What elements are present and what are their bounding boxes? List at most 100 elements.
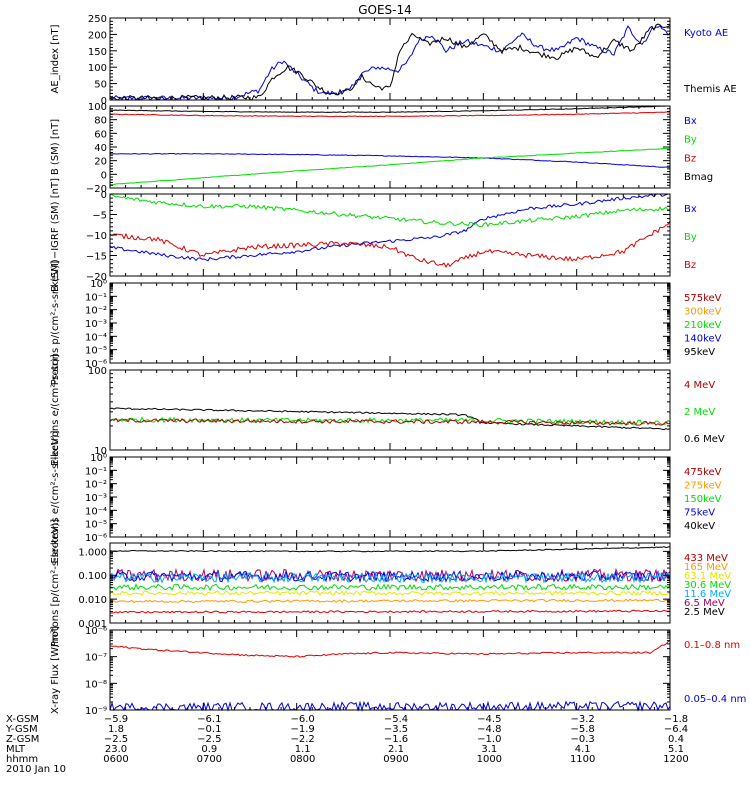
- footer-value: −5.9: [104, 714, 128, 725]
- legend-entry: 75keV: [684, 508, 715, 519]
- y-tick-label: 100: [88, 63, 107, 74]
- series-line: [109, 609, 670, 614]
- series-line: [109, 571, 671, 584]
- panel-xray: 10⁻⁹ 10⁻⁸ 10⁻⁷ 10⁻⁶ X-ray Flux [W/m²] 0.1–0.8…: [50, 626, 746, 717]
- panel-frame: [109, 193, 671, 277]
- series-line: [109, 111, 671, 118]
- legend-entry: 2.5 MeV: [684, 607, 725, 618]
- footer-row-label: MLT: [6, 744, 26, 755]
- footer-value: 1.1: [295, 744, 311, 755]
- footer-value: 4.1: [575, 744, 591, 755]
- footer-value: −1.6: [384, 734, 408, 745]
- footer-value: −1.8: [664, 714, 688, 725]
- legend-entry: 210keV: [684, 320, 722, 331]
- y-tick-label: 10⁻⁵: [85, 520, 107, 531]
- footer-value: 23.0: [105, 744, 127, 755]
- legend-entry: 63.1 MeV: [684, 571, 731, 582]
- footer-value: 0.4: [668, 734, 684, 745]
- y-tick-label: 10⁻⁴: [85, 506, 107, 517]
- y-tick-label: 10⁻⁵: [85, 346, 107, 357]
- footer-value: −4.8: [477, 724, 501, 735]
- series-line: [109, 147, 671, 186]
- series-line: [109, 25, 671, 101]
- y-tick-label: 250: [88, 14, 107, 25]
- y-tick-label: 0: [101, 190, 107, 201]
- y-tick-label: 10⁻⁹: [85, 706, 107, 717]
- series-line: [109, 417, 671, 426]
- footer-value: −5.4: [384, 714, 408, 725]
- series-line: [109, 193, 670, 262]
- y-tick-label: 200: [88, 30, 107, 41]
- y-tick-label: 150: [88, 47, 107, 58]
- series-line: [109, 590, 671, 596]
- legend-entry: Bz: [684, 153, 696, 164]
- panel-frame: [109, 282, 671, 364]
- series-line: [109, 407, 671, 431]
- y-tick-label: 10⁻⁷: [85, 653, 107, 664]
- y-tick-label: 10⁻²: [85, 306, 107, 317]
- footer-row-label: X-GSM: [6, 714, 39, 725]
- footer-value: 0800: [290, 754, 315, 765]
- panel-frame: [109, 629, 671, 711]
- panel-electrons1: 10 100 Electrons e/(cm²-s-sr)] 4 MeV 2 MeV 0.…: [50, 354, 725, 466]
- footer-value: −5.8: [571, 724, 595, 735]
- legend-entry: 11.6 MeV: [684, 589, 731, 600]
- y-axis-label: B (SM)−IGRF (SM) [nT]: [50, 178, 61, 292]
- footer-value: 0.9: [201, 744, 217, 755]
- legend-entry: 433 MeV: [684, 553, 728, 564]
- panel-bigrf: −20 −15 −10 −5 0 B (SM)−IGRF (SM) [nT] Bx By Bz: [50, 178, 697, 292]
- y-tick-label: −20: [86, 184, 107, 195]
- y-axis-label: AE_index [nT]: [50, 24, 61, 93]
- panel-frame: [109, 17, 671, 101]
- y-tick-label: −15: [86, 252, 107, 263]
- legend-entry: 0.05–0.4 nm: [684, 694, 746, 705]
- y-tick-label: 40: [94, 143, 107, 154]
- legend-entry: 6.5 MeV: [684, 598, 725, 609]
- y-tick-label: 100: [88, 366, 107, 377]
- footer-value: −2.5: [104, 734, 128, 745]
- y-axis-label: Electrons e/(cm²-s-sr-keV)]: [50, 430, 61, 563]
- footer-value: −6.4: [664, 724, 688, 735]
- y-tick-label: 10⁻⁸: [85, 679, 107, 690]
- y-axis-label: Protons [p/(cm²-s-sr-keV)]: [50, 519, 61, 647]
- legend-entry: 575keV: [684, 293, 722, 304]
- series-line: [109, 416, 671, 426]
- series-line: [109, 220, 671, 268]
- panel-frame: [109, 456, 671, 538]
- y-axis-label: Protons p/(cm²-s-sr-keV)]: [50, 261, 61, 386]
- y-tick-label: 0.010: [78, 595, 107, 606]
- legend-entry: Themis AE: [683, 84, 737, 95]
- footer-value: −2.5: [197, 734, 221, 745]
- y-tick-label: 100: [88, 102, 107, 113]
- legend-entry: 4 MeV: [684, 380, 715, 391]
- panel-protons1: 10⁻⁶ 10⁻⁵ 10⁻⁴ 10⁻³ 10⁻² 10⁻¹ 10⁰ Protons p/(cm…: [50, 261, 722, 386]
- y-tick-label: 80: [94, 116, 107, 127]
- series-line: [109, 598, 671, 604]
- y-tick-label: 0.001: [78, 619, 107, 630]
- footer-date: 2010 Jan 10: [6, 764, 66, 775]
- footer-value: −3.5: [384, 724, 408, 735]
- footer-row-label: Z-GSM: [6, 734, 39, 745]
- y-tick-label: 10⁻²: [85, 480, 107, 491]
- y-tick-label: 10⁻³: [85, 319, 107, 330]
- series-line: [109, 639, 671, 658]
- y-tick-label: 0: [101, 96, 107, 107]
- y-tick-label: 60: [94, 129, 107, 140]
- y-tick-label: −10: [86, 231, 107, 242]
- footer-value: −6.0: [291, 714, 315, 725]
- footer-value: 1200: [663, 754, 688, 765]
- panel-bsm: −20 0 20 40 60 80 100 B (SM) [nT] Bx By Bz Bmag: [50, 102, 713, 195]
- y-tick-label: 10⁻¹: [85, 466, 107, 477]
- footer-value: 1.8: [108, 724, 124, 735]
- footer-value: 3.1: [481, 744, 497, 755]
- y-tick-label: 10⁻³: [85, 493, 107, 504]
- y-tick-label: 10⁻⁶: [85, 533, 107, 544]
- footer-value: 1000: [477, 754, 502, 765]
- y-axis-label: Electrons e/(cm²-s-sr)]: [50, 354, 61, 466]
- legend-entry: 0.1–0.8 nm: [684, 640, 740, 651]
- y-tick-label: 50: [94, 80, 107, 91]
- y-tick-label: 10⁰: [90, 279, 107, 290]
- legend-entry: Bx: [684, 204, 697, 215]
